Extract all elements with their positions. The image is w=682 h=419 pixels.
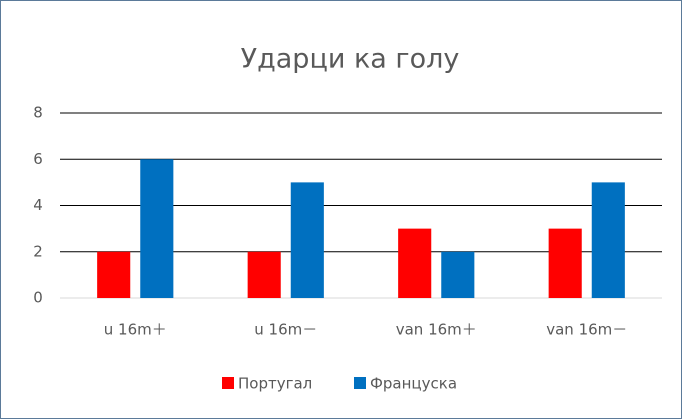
legend-swatch [354,377,366,389]
x-tick-label: u 16m－ [254,321,317,339]
legend-swatch [222,377,234,389]
bar [398,228,432,298]
legend-label: Француска [370,375,457,393]
bar [247,251,281,298]
bar [548,228,582,298]
x-tick-label: u 16m＋ [104,321,167,339]
bar [441,251,475,298]
chart-title: Ударци ка голу [241,44,460,75]
legend-label: Португал [238,375,312,393]
bar [97,251,131,298]
bar [140,159,174,298]
y-tick-label: 0 [33,289,43,307]
y-tick-label: 4 [33,196,43,214]
y-tick-label: 2 [33,242,43,260]
bar [591,182,625,298]
y-tick-label: 8 [33,104,43,122]
x-tick-label: van 16m＋ [396,321,477,339]
bar [290,182,324,298]
y-tick-label: 6 [33,150,43,168]
x-tick-label: van 16m－ [546,321,627,339]
